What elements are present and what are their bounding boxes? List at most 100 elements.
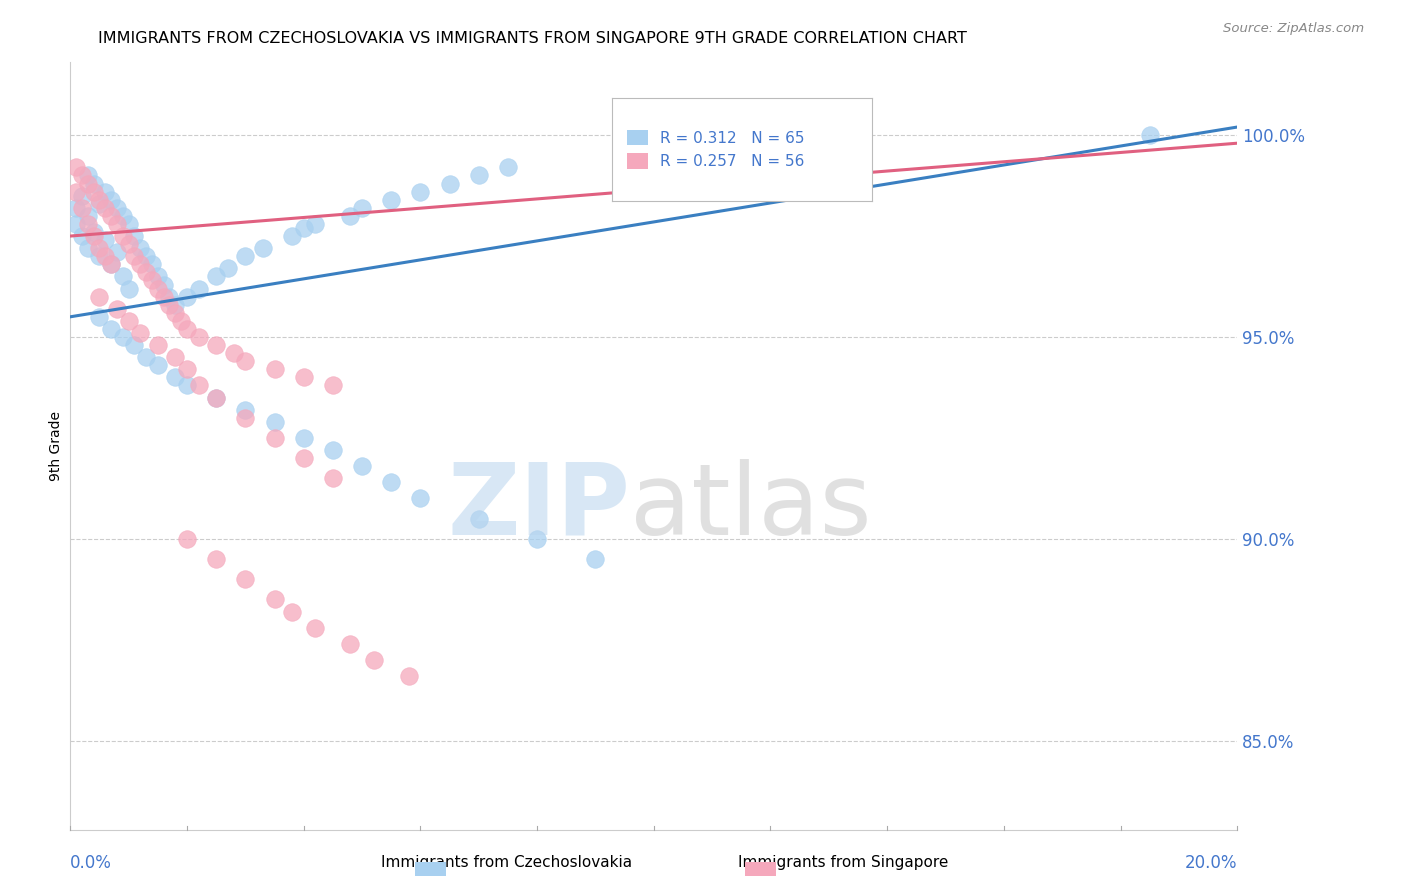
Point	[70, 201, 93, 215]
Point	[322, 443, 344, 458]
Point	[585, 552, 607, 566]
Point	[380, 193, 402, 207]
Point	[83, 229, 105, 244]
Point	[83, 225, 105, 239]
Point	[322, 471, 344, 485]
Point	[304, 217, 326, 231]
Point	[152, 277, 174, 292]
Point	[233, 354, 256, 368]
Point	[292, 221, 315, 235]
Point	[233, 410, 256, 425]
Point	[118, 314, 141, 328]
Point	[83, 177, 105, 191]
Point	[76, 209, 98, 223]
Point	[129, 241, 152, 255]
Point	[83, 185, 105, 199]
Point	[176, 290, 198, 304]
Point	[526, 532, 548, 546]
Point	[65, 201, 87, 215]
Point	[76, 217, 98, 231]
Point	[263, 415, 285, 429]
Point	[1139, 128, 1161, 142]
Point	[146, 338, 169, 352]
Point	[100, 322, 122, 336]
Point	[205, 391, 228, 405]
Point	[165, 306, 187, 320]
Point	[217, 261, 239, 276]
Text: atlas: atlas	[630, 458, 872, 556]
Text: ZIP: ZIP	[447, 458, 630, 556]
Point	[409, 185, 432, 199]
Point	[205, 391, 228, 405]
Point	[263, 431, 285, 445]
Point	[292, 431, 315, 445]
Point	[76, 169, 98, 183]
Point	[159, 290, 181, 304]
Point	[124, 229, 146, 244]
Point	[281, 229, 304, 244]
Point	[135, 265, 157, 279]
Point	[76, 177, 98, 191]
Point	[233, 249, 256, 263]
Point	[363, 653, 385, 667]
Point	[339, 209, 361, 223]
Point	[135, 350, 157, 364]
Point	[100, 209, 122, 223]
Point	[135, 249, 157, 263]
Point	[118, 217, 141, 231]
Point	[105, 245, 128, 260]
Point	[118, 281, 141, 295]
Point	[339, 637, 361, 651]
Point	[94, 201, 117, 215]
Point	[100, 193, 122, 207]
Point	[141, 257, 163, 271]
Point	[380, 475, 402, 490]
Point	[152, 290, 174, 304]
Point	[165, 298, 187, 312]
Point	[398, 669, 420, 683]
Point	[89, 193, 111, 207]
Point	[176, 362, 198, 376]
Point	[292, 370, 315, 384]
Point	[105, 217, 128, 231]
Point	[187, 378, 209, 392]
Point	[165, 370, 187, 384]
Point	[468, 169, 491, 183]
Point	[409, 491, 432, 506]
Point	[165, 350, 187, 364]
Point	[263, 362, 285, 376]
Point	[89, 241, 111, 255]
Point	[205, 552, 228, 566]
Point	[176, 322, 198, 336]
Point	[352, 459, 374, 474]
Point	[322, 378, 344, 392]
Point	[146, 269, 169, 284]
Point	[124, 338, 146, 352]
Point	[292, 451, 315, 466]
Point	[496, 161, 519, 175]
Point	[111, 209, 134, 223]
Point	[176, 532, 198, 546]
Point	[76, 241, 98, 255]
Text: Immigrants from Singapore: Immigrants from Singapore	[738, 855, 949, 870]
Point	[89, 196, 111, 211]
Point	[129, 257, 152, 271]
Point	[205, 338, 228, 352]
Point	[141, 273, 163, 287]
Point	[111, 229, 134, 244]
Point	[170, 314, 193, 328]
Point	[187, 330, 209, 344]
Text: 0.0%: 0.0%	[70, 854, 112, 871]
Point	[70, 169, 93, 183]
Point	[105, 301, 128, 316]
Point	[94, 233, 117, 247]
Text: Source: ZipAtlas.com: Source: ZipAtlas.com	[1223, 22, 1364, 36]
Point	[468, 511, 491, 525]
Point	[176, 378, 198, 392]
Point	[89, 290, 111, 304]
Point	[105, 201, 128, 215]
Point	[146, 358, 169, 372]
Text: Immigrants from Czechoslovakia: Immigrants from Czechoslovakia	[381, 855, 631, 870]
Point	[70, 188, 93, 202]
Point	[146, 281, 169, 295]
